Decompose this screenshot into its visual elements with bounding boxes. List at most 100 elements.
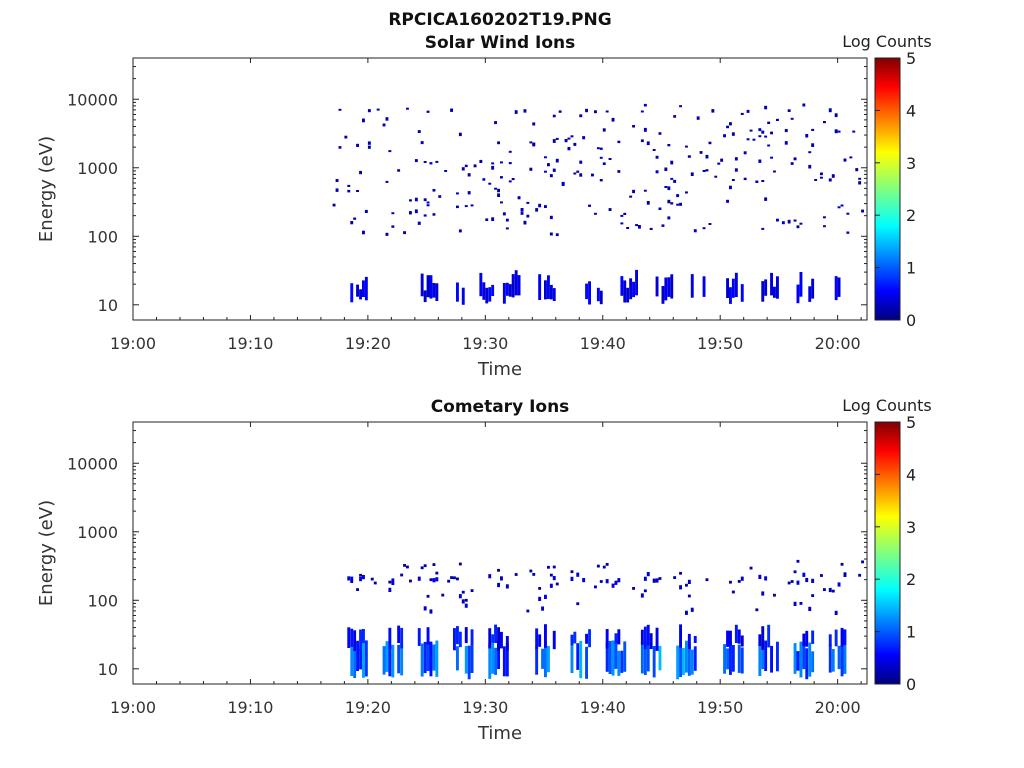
spectrogram-cell [564, 139, 568, 143]
spectrogram-cell [570, 135, 574, 138]
spectrogram-cell [617, 650, 621, 676]
y-tick-label: 1000 [77, 523, 118, 542]
spectrogram-cell [599, 580, 603, 583]
spectrogram-cell [843, 629, 847, 646]
spectrogram-cell [500, 631, 503, 649]
spectrogram-cell [370, 577, 374, 581]
spectrogram-cell [544, 624, 547, 648]
spectrogram-cell [423, 161, 427, 163]
spectrogram-cell [491, 640, 495, 674]
spectrogram-cell [814, 179, 818, 181]
spectrogram-cell [693, 636, 697, 643]
cometary-ylabel: Energy (eV) [36, 500, 57, 606]
spectrogram-cell [353, 217, 357, 220]
spectrogram-cell [353, 630, 357, 652]
spectrogram-cell [602, 565, 606, 569]
spectrogram-cell [414, 209, 418, 214]
spectrogram-cell [611, 583, 615, 588]
spectrogram-cell [464, 598, 468, 602]
spectrogram-cell [570, 570, 574, 574]
spectrogram-cell [458, 594, 462, 599]
spectrogram-cell [570, 634, 574, 646]
spectrogram-cell [831, 174, 835, 178]
spectrogram-cell [793, 643, 797, 674]
spectrogram-cell [828, 178, 832, 182]
spectrogram-cell [632, 587, 635, 590]
spectrogram-cell [526, 609, 530, 613]
spectrogram-cell [500, 576, 503, 581]
spectrogram-cell [467, 645, 471, 680]
spectrogram-cell [505, 227, 509, 230]
spectrogram-cell [438, 195, 442, 198]
spectrogram-cell [359, 648, 362, 670]
spectrogram-cell [620, 214, 624, 217]
spectrogram-cell [643, 103, 647, 107]
spectrogram-cell [594, 585, 597, 589]
spectrogram-cell [611, 117, 615, 122]
spectrogram-cell [793, 157, 797, 161]
spectrogram-cell [549, 284, 553, 300]
spectrogram-cell [338, 108, 342, 111]
spectrogram-cell [535, 646, 539, 675]
spectrogram-cell [761, 180, 765, 182]
solar-wind-colorbar [874, 57, 901, 321]
spectrogram-cell [488, 574, 492, 579]
spectrogram-cell [464, 646, 468, 674]
y-tick-label: 10 [98, 660, 118, 679]
spectrogram-cell [576, 602, 580, 606]
spectrogram-cell [805, 648, 809, 680]
spectrogram-cell [356, 284, 359, 297]
spectrogram-cell [679, 624, 682, 648]
spectrogram-cell [685, 583, 688, 587]
spectrogram-cell [685, 640, 688, 673]
spectrogram-cell [823, 225, 826, 228]
spectrogram-cell [629, 195, 633, 198]
spectrogram-cell [811, 143, 815, 147]
spectrogram-cell [400, 627, 404, 649]
spectrogram-cell [705, 578, 709, 582]
spectrogram-cell [737, 644, 741, 673]
spectrogram-cell [467, 191, 471, 195]
spectrogram-cell [367, 109, 371, 113]
spectrogram-cell [497, 640, 500, 669]
spectrogram-cell [828, 634, 832, 647]
spectrogram-cell [649, 227, 653, 230]
spectrogram-cell [858, 177, 862, 180]
spectrogram-cell [426, 201, 430, 204]
spectrogram-cell [547, 163, 550, 167]
spectrogram-cell [526, 214, 530, 218]
spectrogram-cell [385, 117, 389, 121]
spectrogram-cell [497, 582, 500, 588]
x-tick-label: 19:40 [580, 698, 626, 717]
spectrogram-cell [737, 629, 741, 644]
spectrogram-cell [731, 132, 735, 136]
spectrogram-cell [693, 229, 697, 233]
spectrogram-cell [723, 134, 726, 138]
spectrogram-cell [497, 141, 500, 145]
spectrogram-cell [555, 233, 559, 237]
spectrogram-cell [388, 627, 392, 650]
spectrogram-cell [435, 283, 439, 301]
spectrogram-cell [599, 290, 603, 305]
spectrogram-cell [359, 170, 362, 175]
spectrogram-cell [805, 577, 809, 583]
spectrogram-cell [828, 587, 832, 593]
spectrogram-cell [362, 230, 365, 235]
spectrogram-cell [696, 116, 700, 120]
spectrogram-cell [502, 646, 506, 677]
spectrogram-cell [679, 647, 682, 677]
spectrogram-cell [781, 221, 785, 225]
spectrogram-cell [494, 121, 497, 125]
spectrogram-cell [861, 209, 864, 213]
spectrogram-cell [758, 159, 762, 163]
spectrogram-cell [585, 283, 588, 300]
spectrogram-cell [837, 582, 841, 587]
spectrogram-cell [426, 204, 430, 207]
spectrogram-cell [687, 155, 691, 158]
spectrogram-cell [834, 129, 838, 134]
spectrogram-cell [799, 602, 803, 605]
spectrogram-cell [588, 204, 591, 207]
spectrogram-cell [667, 199, 671, 204]
spectrogram-cell [426, 627, 430, 645]
spectrogram-cell [731, 645, 735, 672]
